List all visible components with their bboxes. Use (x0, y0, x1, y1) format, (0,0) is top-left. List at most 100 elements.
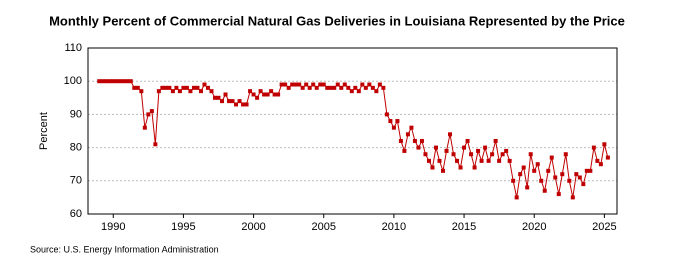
point (269, 89, 274, 94)
point (441, 168, 446, 173)
point (346, 85, 351, 90)
point (170, 89, 175, 94)
point (525, 185, 530, 190)
point (153, 142, 158, 147)
point (602, 142, 607, 147)
y-tick-label: 70 (70, 175, 82, 187)
point (584, 168, 589, 173)
point (304, 82, 309, 87)
point (514, 195, 519, 200)
point (332, 85, 337, 90)
point (125, 79, 130, 84)
point (412, 138, 417, 143)
point (377, 82, 382, 87)
point (430, 165, 435, 170)
point (146, 112, 151, 117)
x-tick-label: 2015 (452, 221, 476, 233)
point (486, 158, 491, 163)
point (198, 89, 203, 94)
point (121, 79, 126, 84)
point (591, 145, 596, 150)
point (535, 162, 540, 167)
point (353, 85, 358, 90)
point (570, 195, 575, 200)
point (114, 79, 119, 84)
point (549, 155, 554, 160)
point (100, 79, 105, 84)
point (293, 82, 298, 87)
point (191, 85, 196, 90)
point (416, 145, 421, 150)
point (433, 145, 438, 150)
point (220, 99, 225, 104)
point (142, 125, 147, 130)
point (181, 85, 186, 90)
x-tick-label: 2000 (241, 221, 265, 233)
point (248, 89, 253, 94)
series-line (99, 80, 609, 198)
point (244, 102, 249, 107)
point (542, 188, 547, 193)
point (311, 82, 316, 87)
point (423, 152, 428, 157)
point (160, 85, 165, 90)
x-tick-label: 2025 (592, 221, 616, 233)
point (339, 85, 344, 90)
point (283, 82, 288, 87)
point (132, 85, 137, 90)
point (135, 85, 140, 90)
point (511, 178, 516, 183)
y-axis-label: Percent (38, 112, 50, 150)
point (563, 152, 568, 157)
point (118, 79, 123, 84)
point (318, 82, 323, 87)
x-tick-label: 1995 (171, 221, 195, 233)
point (374, 89, 379, 94)
point (444, 148, 449, 153)
y-tick-label: 80 (70, 142, 82, 154)
point (465, 138, 470, 143)
point (107, 79, 112, 84)
point (241, 102, 246, 107)
point (342, 82, 347, 87)
point (195, 85, 200, 90)
point (314, 85, 319, 90)
point (409, 125, 414, 130)
point (577, 175, 582, 180)
point (265, 92, 270, 97)
point (370, 85, 375, 90)
x-tick-label: 2005 (311, 221, 335, 233)
point (426, 158, 431, 163)
point (595, 158, 600, 163)
x-tick-label: 1990 (101, 221, 125, 233)
point (419, 138, 424, 143)
point (290, 82, 295, 87)
x-tick-label: 2010 (382, 221, 406, 233)
point (255, 95, 260, 100)
point (363, 85, 368, 90)
point (458, 165, 463, 170)
point (469, 152, 474, 157)
point (307, 85, 312, 90)
point (455, 158, 460, 163)
point (384, 112, 389, 117)
point (588, 168, 593, 173)
point (325, 85, 330, 90)
point (556, 192, 561, 197)
point (546, 168, 551, 173)
point (395, 119, 400, 124)
point (605, 155, 610, 160)
point (574, 172, 579, 177)
point (437, 158, 442, 163)
point (276, 92, 281, 97)
point (462, 145, 467, 150)
point (504, 148, 509, 153)
point (598, 162, 603, 167)
point (553, 175, 558, 180)
chart-title: Monthly Percent of Commercial Natural Ga… (49, 13, 625, 28)
point (111, 79, 116, 84)
x-tick-label: 2020 (522, 221, 546, 233)
point (128, 79, 133, 84)
point (230, 99, 235, 104)
